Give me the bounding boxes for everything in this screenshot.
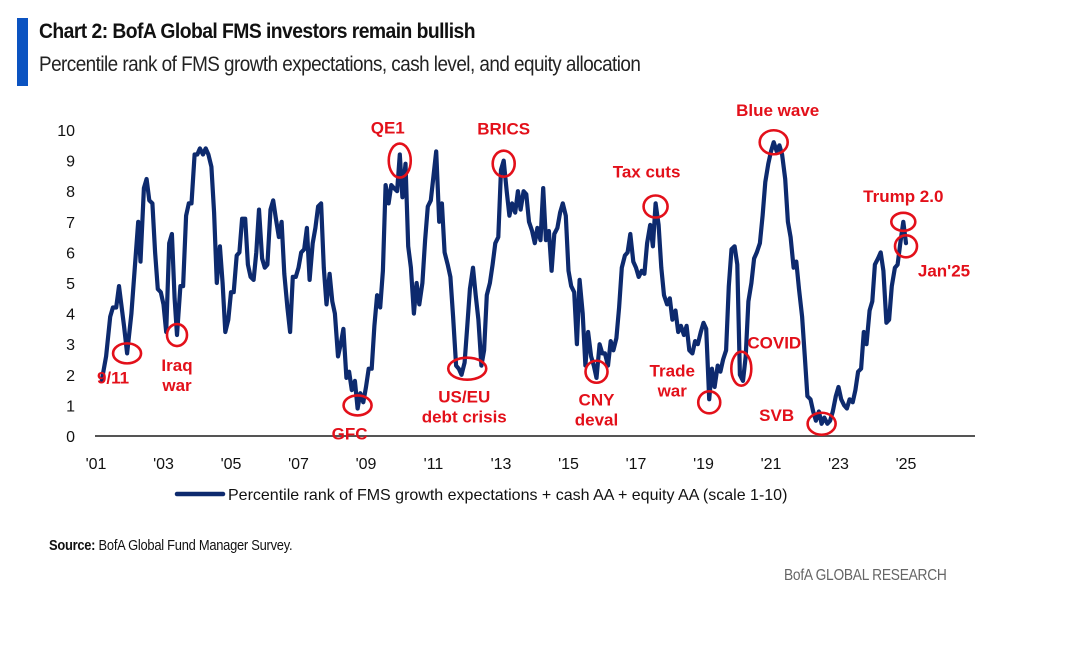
- annotation-circle: [806, 411, 837, 437]
- x-tick-label: '25: [896, 456, 917, 473]
- annotation-label: Trump 2.0: [863, 187, 943, 206]
- legend-label: Percentile rank of FMS growth expectatio…: [228, 487, 787, 504]
- annotation-circle: [491, 149, 517, 178]
- y-axis: 0 1 2 3 4 5 6 7 8 9 10: [57, 123, 75, 446]
- y-tick-label: 5: [66, 276, 75, 293]
- x-tick-label: '07: [288, 456, 309, 473]
- chart-subtitle: Percentile rank of FMS growth expectatio…: [39, 53, 641, 76]
- chart-title: Chart 2: BofA Global FMS investors remai…: [39, 20, 476, 43]
- source-note: Source: BofA Global Fund Manager Survey.: [49, 537, 293, 554]
- brand-label: BofA GLOBAL RESEARCH: [784, 567, 947, 584]
- y-tick-label: 6: [66, 245, 75, 262]
- y-tick-label: 3: [66, 337, 75, 354]
- annotation-label: Trade: [650, 361, 695, 380]
- y-tick-label: 4: [66, 307, 75, 324]
- y-tick-label: 7: [66, 215, 75, 232]
- annotation-circle: [111, 342, 143, 365]
- annotation-label: Tax cuts: [613, 163, 681, 182]
- annotation-label: deval: [575, 411, 618, 430]
- annotation-circle: [387, 142, 413, 179]
- y-tick-label: 2: [66, 368, 75, 385]
- source-label: Source:: [49, 537, 96, 554]
- annotation-circle: [893, 233, 919, 259]
- x-axis: '01 '03 '05 '07 '09 '11 '13 '15 '17 '19 '21 '23 '25: [86, 456, 917, 473]
- y-tick-label: 0: [66, 429, 75, 446]
- title-accent-bar: [17, 18, 28, 86]
- annotation-label: US/EU: [438, 388, 490, 407]
- x-tick-label: '15: [558, 456, 579, 473]
- annotation-label: GFC: [332, 424, 368, 443]
- annotation-label: QE1: [371, 119, 405, 138]
- annotation-label: Iraq: [161, 356, 192, 375]
- annotation-circle: [165, 322, 189, 348]
- annotation-label: debt crisis: [422, 408, 507, 427]
- x-tick-label: '19: [693, 456, 714, 473]
- y-tick-label: 9: [66, 154, 75, 171]
- annotation-label: Jan'25: [918, 261, 970, 280]
- y-tick-label: 1: [66, 398, 75, 415]
- series-line: [99, 140, 909, 426]
- annotation-circle: [642, 194, 669, 219]
- x-tick-label: '11: [424, 456, 444, 473]
- legend: Percentile rank of FMS growth expectatio…: [174, 487, 787, 504]
- x-tick-label: '21: [761, 456, 782, 473]
- annotation-label: war: [657, 381, 688, 400]
- annotation-label: 9/11: [97, 368, 129, 387]
- x-tick-label: '13: [491, 456, 512, 473]
- x-tick-label: '23: [828, 456, 849, 473]
- annotation-label: SVB: [759, 406, 794, 425]
- annotation-circle: [696, 390, 722, 415]
- x-tick-label: '03: [153, 456, 174, 473]
- annotation-circle: [889, 211, 917, 233]
- x-tick-label: '09: [356, 456, 377, 473]
- x-tick-label: '17: [626, 456, 647, 473]
- annotation-label: BRICS: [477, 120, 530, 139]
- source-text: BofA Global Fund Manager Survey.: [95, 537, 293, 554]
- y-tick-label: 10: [57, 123, 75, 140]
- y-tick-label: 8: [66, 184, 75, 201]
- annotation-circle: [758, 128, 790, 156]
- annotation-circle: [584, 359, 609, 385]
- annotation-circle: [729, 350, 753, 387]
- annotation-label: war: [161, 376, 192, 395]
- annotation-label: COVID: [747, 334, 801, 353]
- annotation-circle: [342, 394, 373, 417]
- x-tick-label: '01: [86, 456, 107, 473]
- annotation-label: Blue wave: [736, 101, 819, 120]
- x-tick-label: '05: [221, 456, 242, 473]
- annotation-circle: [446, 356, 488, 381]
- annotation-label: CNY: [579, 391, 616, 410]
